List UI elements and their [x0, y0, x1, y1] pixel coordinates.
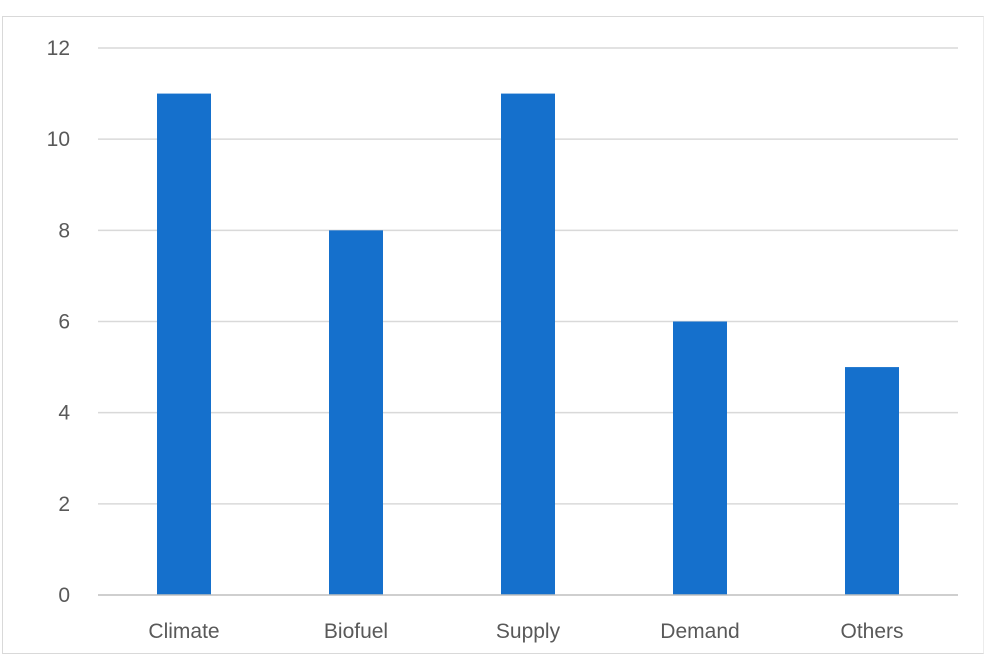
- y-tick-label: 8: [58, 219, 70, 242]
- bar-supply: [501, 93, 555, 595]
- bar-others: [845, 367, 899, 595]
- x-tick-label-demand: Demand: [660, 620, 739, 643]
- y-tick-label: 6: [58, 311, 70, 334]
- y-tick-label: 12: [47, 37, 70, 60]
- bars: [157, 93, 899, 596]
- x-tick-label-others: Others: [840, 620, 903, 643]
- y-tick-label: 0: [58, 584, 70, 607]
- y-tick-label: 4: [58, 402, 70, 425]
- bar-biofuel: [329, 230, 383, 596]
- x-tick-label-supply: Supply: [496, 620, 561, 643]
- y-tick-labels: 0 2 4 6 8 10 12: [47, 37, 71, 607]
- x-tick-labels: Climate Biofuel Supply Demand Others: [148, 620, 903, 643]
- y-tick-label: 10: [47, 128, 70, 151]
- bar-climate: [157, 93, 211, 595]
- x-tick-label-climate: Climate: [148, 620, 219, 643]
- bar-demand: [673, 321, 727, 595]
- x-tick-label-biofuel: Biofuel: [324, 620, 388, 643]
- y-tick-label: 2: [58, 493, 70, 516]
